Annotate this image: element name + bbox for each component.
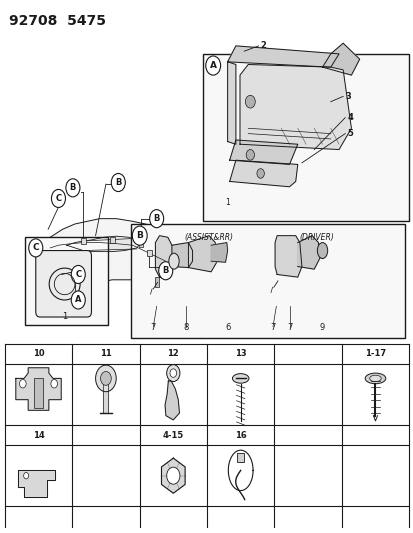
- Circle shape: [205, 56, 220, 75]
- Circle shape: [149, 209, 163, 228]
- Text: 5: 5: [347, 129, 352, 138]
- Circle shape: [28, 239, 43, 257]
- Text: B: B: [136, 231, 143, 240]
- Polygon shape: [103, 381, 108, 413]
- Text: 3: 3: [344, 92, 350, 101]
- Polygon shape: [171, 243, 192, 268]
- Text: 14: 14: [33, 431, 44, 440]
- Bar: [155, 277, 158, 287]
- Bar: [237, 453, 243, 463]
- Circle shape: [158, 262, 172, 280]
- Text: 7: 7: [270, 323, 275, 332]
- Bar: [131, 224, 404, 338]
- Ellipse shape: [369, 375, 380, 382]
- Polygon shape: [227, 62, 235, 144]
- Text: 4: 4: [347, 113, 352, 122]
- Text: 13: 13: [234, 349, 246, 358]
- Circle shape: [246, 150, 254, 160]
- Text: 1-17: 1-17: [364, 349, 385, 358]
- Polygon shape: [66, 236, 141, 252]
- Text: 8: 8: [183, 323, 189, 332]
- Text: 7: 7: [150, 323, 156, 332]
- Text: 1: 1: [225, 198, 230, 207]
- Polygon shape: [227, 46, 338, 67]
- Bar: [33, 378, 43, 408]
- Circle shape: [245, 95, 255, 108]
- Circle shape: [170, 369, 176, 377]
- Text: B: B: [153, 214, 159, 223]
- Circle shape: [95, 365, 116, 392]
- Ellipse shape: [169, 253, 179, 269]
- Text: C: C: [75, 270, 81, 279]
- Polygon shape: [16, 368, 61, 410]
- Bar: [81, 238, 85, 244]
- Polygon shape: [29, 219, 178, 282]
- Text: A: A: [75, 295, 81, 304]
- Circle shape: [71, 265, 85, 284]
- Polygon shape: [229, 160, 297, 187]
- Circle shape: [51, 379, 57, 388]
- Text: A: A: [209, 61, 216, 70]
- Circle shape: [71, 291, 85, 309]
- FancyBboxPatch shape: [36, 251, 91, 317]
- Text: 92708  5475: 92708 5475: [9, 14, 106, 28]
- Circle shape: [19, 379, 26, 388]
- Text: 10: 10: [33, 349, 44, 358]
- Text: 16: 16: [234, 431, 246, 440]
- Text: (ASSIST&RR): (ASSIST&RR): [184, 233, 233, 242]
- Circle shape: [132, 226, 147, 245]
- Bar: [202, 54, 408, 221]
- Circle shape: [111, 173, 125, 191]
- Circle shape: [51, 189, 65, 207]
- Circle shape: [256, 168, 264, 178]
- Text: 2: 2: [260, 41, 266, 50]
- Text: (DRIVER): (DRIVER): [298, 233, 333, 242]
- Ellipse shape: [317, 243, 327, 259]
- Text: 11: 11: [100, 349, 112, 358]
- Bar: [146, 250, 151, 256]
- Polygon shape: [211, 243, 227, 262]
- Circle shape: [66, 179, 80, 197]
- Polygon shape: [229, 140, 297, 165]
- Circle shape: [100, 372, 111, 385]
- Text: 12: 12: [167, 349, 179, 358]
- Text: 6: 6: [224, 323, 230, 332]
- Text: C: C: [32, 244, 39, 253]
- Text: B: B: [69, 183, 76, 192]
- Ellipse shape: [364, 373, 385, 384]
- Circle shape: [24, 472, 28, 479]
- Polygon shape: [274, 236, 301, 277]
- Bar: [109, 237, 114, 243]
- Circle shape: [166, 467, 180, 484]
- Text: 7: 7: [286, 323, 292, 332]
- Polygon shape: [18, 471, 55, 497]
- Polygon shape: [322, 43, 359, 75]
- Text: 9: 9: [319, 323, 324, 332]
- Bar: [138, 240, 143, 247]
- Polygon shape: [165, 381, 179, 420]
- Text: B: B: [115, 178, 121, 187]
- Polygon shape: [188, 236, 217, 272]
- Text: B: B: [162, 266, 169, 275]
- Polygon shape: [240, 64, 351, 150]
- Ellipse shape: [232, 374, 248, 383]
- Bar: [25, 237, 108, 325]
- Circle shape: [166, 365, 180, 382]
- Text: 4-15: 4-15: [162, 431, 183, 440]
- Text: 1: 1: [62, 312, 67, 321]
- Polygon shape: [297, 236, 320, 269]
- Polygon shape: [161, 458, 185, 493]
- Polygon shape: [155, 236, 171, 278]
- Text: C: C: [55, 194, 62, 203]
